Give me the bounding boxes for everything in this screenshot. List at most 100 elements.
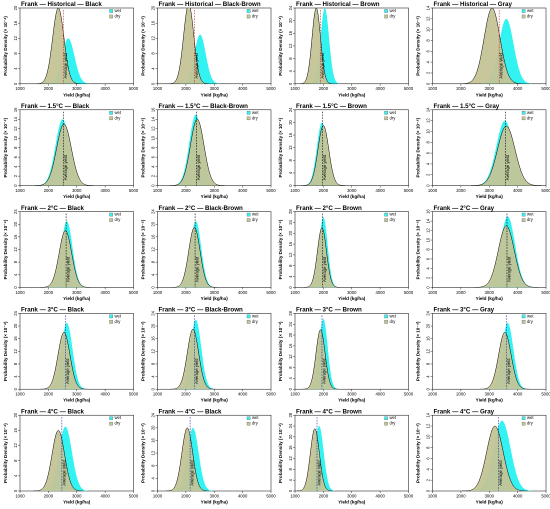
y-tick-label: 4 [288, 171, 293, 174]
y-tick-label: 6 [426, 257, 431, 260]
legend-label-dry: dry [390, 421, 397, 426]
x-tick-label: 4000 [100, 188, 110, 193]
y-tick-label: 8 [151, 260, 156, 263]
y-axis-label: Probability Density (× 10⁻⁴) [141, 423, 146, 483]
x-tick-label: 3000 [210, 493, 220, 498]
y-tick-label: 20 [13, 221, 18, 226]
y-axis-label: Probability Density (× 10⁻⁴) [416, 117, 421, 177]
average-yield-label: Average yield [194, 358, 199, 384]
x-axis-label: Yield (kg/ha) [476, 398, 504, 403]
y-tick-label: 8 [288, 366, 293, 369]
dry-density-curve [168, 8, 210, 84]
y-tick-label: 12 [13, 247, 18, 252]
x-tick-label: 2000 [456, 86, 466, 91]
panel-title: Frank — 2°C — Black-Brown [159, 205, 244, 212]
x-axis-label: Yield (kg/ha) [476, 296, 504, 301]
y-tick-label: 2 [426, 173, 431, 176]
density-panel: Frank — Historical — Gray 1000 2000 3000 400… [416, 1, 550, 97]
x-tick-label: 5000 [541, 493, 550, 498]
x-axis-label: Yield (kg/ha) [201, 194, 229, 199]
x-tick-label: 1000 [153, 188, 163, 193]
x-tick-label: 4000 [375, 493, 385, 498]
y-tick-label: 16 [288, 132, 293, 137]
panel-title: Frank — 3°C — Black [21, 307, 85, 314]
y-tick-label: 10 [426, 27, 431, 32]
legend-swatch-dry [521, 218, 526, 222]
y-tick-label: 0 [13, 489, 18, 492]
y-tick-label: 0 [426, 184, 431, 187]
dry-density-area [168, 8, 210, 84]
y-tick-label: 4 [13, 375, 18, 378]
x-tick-label: 5000 [129, 188, 139, 193]
y-tick-label: 24 [288, 219, 293, 224]
y-tick-label: 4 [426, 162, 431, 165]
x-tick-label: 4000 [513, 392, 523, 397]
dry-density-curve [40, 230, 91, 288]
x-tick-label: 4000 [238, 392, 248, 397]
dry-density-area [40, 332, 88, 390]
x-tick-label: 1000 [428, 86, 438, 91]
x-tick-label: 1000 [15, 86, 25, 91]
panel-title: Frank — 1.5°C — Black [21, 103, 90, 110]
x-tick-label: 5000 [404, 86, 414, 91]
panel-title: Frank — 3°C — Gray [434, 307, 495, 314]
dry-density-area [301, 125, 345, 186]
x-tick-label: 1000 [290, 86, 300, 91]
y-tick-label: 0 [288, 489, 293, 492]
y-tick-label: 6 [426, 457, 431, 460]
density-panel: Frank — 2°C — Gray 1000 2000 3000 4000 5000 Yi… [416, 205, 550, 301]
density-panel: Frank — 4°C — Black 1000 2000 3000 4000 5000 Y… [141, 408, 277, 504]
legend-swatch-dry [521, 14, 526, 19]
x-tick-label: 2000 [181, 290, 191, 295]
legend-label-wet: wet [527, 8, 534, 13]
wet-density-area [476, 18, 536, 84]
x-tick-label: 3000 [347, 86, 357, 91]
legend-label-dry: dry [527, 319, 534, 324]
legend-swatch-dry [246, 421, 251, 426]
y-tick-label: 24 [288, 321, 293, 326]
legend-swatch-wet [109, 314, 113, 319]
x-tick-label: 3000 [210, 86, 220, 91]
y-tick-label: 14 [151, 116, 156, 121]
y-axis-label: Probability Density (× 10⁻⁴) [416, 219, 421, 279]
x-tick-label: 3000 [72, 392, 82, 397]
y-tick-label: 8 [288, 159, 293, 162]
y-tick-label: 24 [426, 310, 431, 315]
legend-swatch-wet [109, 212, 113, 217]
average-yield-label: Average yield [506, 256, 511, 282]
dry-density-area [302, 329, 339, 390]
y-axis-label: Probability Density (× 10⁻⁴) [3, 16, 8, 76]
panel-title: Frank — 2°C — Brown [296, 205, 362, 212]
average-yield-label: Average yield [316, 460, 321, 486]
y-axis-label: Probability Density (× 10⁻⁴) [416, 16, 421, 76]
x-tick-label: 4000 [513, 493, 523, 498]
legend-swatch-wet [246, 9, 251, 13]
y-tick-label: 12 [426, 118, 431, 123]
x-tick-label: 4000 [238, 188, 248, 193]
x-tick-label: 2000 [181, 86, 191, 91]
x-tick-label: 5000 [541, 392, 550, 397]
legend-label-wet: wet [527, 212, 534, 217]
y-tick-label: 10 [426, 237, 431, 242]
average-yield-label: Average yield [61, 460, 66, 486]
dry-density-curve [33, 430, 84, 492]
y-tick-label: 16 [13, 20, 18, 25]
x-tick-label: 3000 [210, 392, 220, 397]
x-tick-label: 1000 [428, 392, 438, 397]
y-tick-label: 0 [426, 286, 431, 289]
dry-density-area [170, 329, 216, 390]
panel-title: Frank — 4°C — Black [159, 408, 223, 415]
x-tick-label: 2000 [181, 188, 191, 193]
y-tick-label: 0 [151, 387, 156, 390]
legend-swatch-wet [521, 416, 526, 420]
y-tick-label: 0 [288, 184, 293, 187]
y-tick-label: 24 [151, 310, 156, 315]
legend-swatch-wet [521, 314, 526, 319]
x-tick-label: 5000 [266, 392, 276, 397]
x-tick-label: 3000 [485, 392, 495, 397]
plot-frame [432, 211, 547, 288]
average-yield-label: Average yield [320, 52, 325, 78]
dry-density-curve [460, 8, 524, 84]
y-tick-label: 20 [151, 5, 156, 10]
legend-label-dry: dry [527, 217, 534, 222]
